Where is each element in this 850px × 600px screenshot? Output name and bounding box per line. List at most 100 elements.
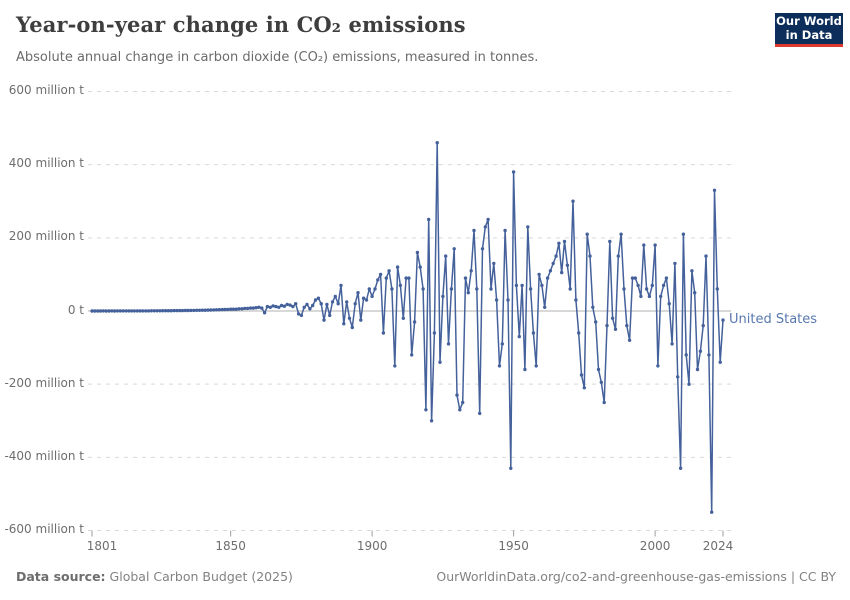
data-point[interactable]	[438, 360, 442, 364]
data-point[interactable]	[129, 309, 134, 313]
data-point[interactable]	[690, 269, 694, 273]
data-point[interactable]	[526, 225, 530, 229]
data-point[interactable]	[98, 309, 103, 313]
data-point[interactable]	[161, 309, 165, 313]
data-point[interactable]	[342, 322, 346, 326]
data-point[interactable]	[353, 302, 357, 306]
data-point[interactable]	[506, 298, 510, 302]
data-point[interactable]	[393, 364, 397, 368]
data-point[interactable]	[568, 287, 572, 291]
data-point[interactable]	[127, 309, 131, 313]
data-point[interactable]	[223, 307, 227, 312]
data-point[interactable]	[478, 411, 482, 416]
data-point[interactable]	[486, 217, 490, 222]
data-line[interactable]	[91, 141, 724, 513]
data-point[interactable]	[112, 309, 117, 313]
data-point[interactable]	[367, 287, 371, 291]
data-point[interactable]	[721, 318, 725, 322]
footer-link[interactable]: OurWorldinData.org/co2-and-greenhouse-ga…	[436, 569, 836, 584]
data-point[interactable]	[197, 308, 202, 312]
data-point[interactable]	[169, 309, 173, 313]
data-point[interactable]	[681, 232, 686, 236]
data-point[interactable]	[141, 309, 145, 313]
data-point[interactable]	[339, 283, 343, 288]
data-point[interactable]	[469, 269, 473, 273]
data-point[interactable]	[528, 287, 533, 291]
data-point[interactable]	[212, 308, 216, 312]
data-point[interactable]	[101, 309, 106, 313]
data-point[interactable]	[93, 309, 97, 313]
data-point[interactable]	[582, 386, 586, 390]
data-point[interactable]	[639, 294, 643, 299]
data-point[interactable]	[96, 309, 100, 313]
data-point[interactable]	[333, 294, 337, 299]
data-point[interactable]	[330, 300, 335, 304]
data-point[interactable]	[676, 375, 680, 379]
data-point[interactable]	[370, 294, 374, 299]
data-point[interactable]	[489, 287, 493, 291]
data-point[interactable]	[121, 309, 125, 313]
data-point[interactable]	[545, 276, 550, 280]
data-point[interactable]	[599, 380, 603, 384]
data-point[interactable]	[234, 307, 238, 311]
data-point[interactable]	[415, 250, 420, 255]
data-point[interactable]	[616, 254, 620, 258]
data-point[interactable]	[684, 353, 688, 357]
data-point[interactable]	[574, 298, 578, 302]
data-point[interactable]	[418, 265, 422, 269]
data-point[interactable]	[707, 353, 711, 357]
data-point[interactable]	[107, 309, 111, 313]
data-point[interactable]	[118, 309, 123, 313]
data-point[interactable]	[132, 309, 137, 313]
data-point[interactable]	[356, 291, 360, 295]
data-point[interactable]	[698, 349, 703, 353]
data-point[interactable]	[613, 327, 618, 331]
data-point[interactable]	[237, 307, 241, 311]
data-point[interactable]	[172, 308, 176, 313]
data-point[interactable]	[523, 367, 527, 372]
data-point[interactable]	[322, 318, 326, 322]
data-point[interactable]	[361, 296, 366, 300]
data-point[interactable]	[220, 307, 224, 312]
data-point[interactable]	[124, 309, 128, 313]
data-point[interactable]	[588, 254, 592, 258]
data-point[interactable]	[712, 188, 717, 192]
data-point[interactable]	[492, 261, 496, 266]
data-point[interactable]	[262, 311, 267, 315]
data-point[interactable]	[642, 243, 646, 247]
data-point[interactable]	[313, 298, 318, 302]
data-point[interactable]	[421, 287, 425, 291]
data-point[interactable]	[384, 276, 388, 280]
data-point[interactable]	[336, 302, 340, 306]
data-point[interactable]	[206, 308, 210, 312]
data-point[interactable]	[192, 308, 196, 313]
data-point[interactable]	[183, 308, 188, 313]
owid-logo[interactable]: Our World in Data	[775, 13, 843, 47]
data-point[interactable]	[345, 300, 349, 304]
data-point[interactable]	[594, 320, 598, 324]
data-point[interactable]	[144, 309, 148, 313]
data-point[interactable]	[619, 232, 623, 236]
data-point[interactable]	[446, 342, 451, 346]
data-point[interactable]	[461, 400, 465, 405]
data-point[interactable]	[302, 305, 306, 309]
data-point[interactable]	[509, 466, 513, 470]
data-point[interactable]	[163, 309, 168, 313]
data-point[interactable]	[463, 276, 468, 280]
data-point[interactable]	[608, 239, 612, 244]
data-point[interactable]	[636, 283, 640, 288]
data-point[interactable]	[701, 323, 705, 328]
data-point[interactable]	[687, 382, 691, 386]
data-point[interactable]	[189, 308, 193, 313]
data-point[interactable]	[605, 323, 609, 328]
data-point[interactable]	[390, 287, 394, 291]
data-point[interactable]	[282, 304, 287, 308]
data-point[interactable]	[441, 294, 445, 299]
data-point[interactable]	[254, 306, 258, 310]
data-point[interactable]	[149, 309, 154, 313]
data-point[interactable]	[455, 393, 459, 397]
data-point[interactable]	[661, 283, 666, 288]
data-point[interactable]	[274, 304, 278, 309]
data-point[interactable]	[110, 309, 114, 313]
data-point[interactable]	[268, 305, 272, 309]
